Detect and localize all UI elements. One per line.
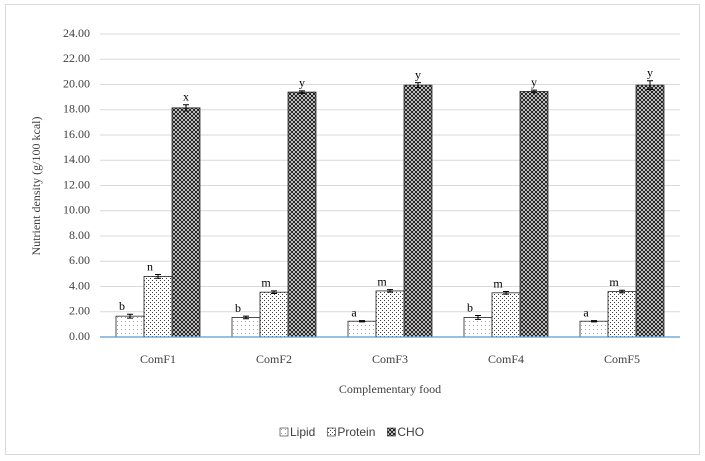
bar bbox=[375, 290, 405, 338]
significance-letter: a bbox=[583, 305, 589, 319]
bar bbox=[463, 317, 493, 338]
bar bbox=[403, 84, 433, 338]
significance-letter: b bbox=[467, 300, 473, 314]
y-tick-label: 24.00 bbox=[63, 26, 90, 40]
x-tick-label: ComF2 bbox=[256, 352, 292, 366]
legend-swatch bbox=[327, 427, 336, 437]
significance-letter: m bbox=[377, 274, 387, 288]
significance-letter: m bbox=[261, 276, 271, 290]
significance-letter: b bbox=[235, 301, 241, 315]
bar bbox=[259, 291, 289, 338]
legend-swatch bbox=[279, 427, 289, 437]
bar bbox=[171, 107, 201, 338]
error-bar bbox=[243, 315, 249, 320]
error-bar bbox=[475, 315, 481, 320]
y-tick-label: 4.00 bbox=[69, 278, 90, 292]
error-bar bbox=[359, 320, 365, 323]
x-tick-label: ComF5 bbox=[604, 352, 640, 366]
significance-letter: b bbox=[119, 299, 125, 313]
bar bbox=[287, 91, 317, 338]
y-tick-label: 16.00 bbox=[63, 127, 90, 141]
bar bbox=[519, 91, 549, 338]
error-bar bbox=[531, 89, 537, 94]
bar bbox=[579, 320, 609, 338]
bar bbox=[231, 317, 261, 338]
significance-letter: a bbox=[351, 305, 357, 319]
bar bbox=[143, 275, 173, 338]
legend-swatch bbox=[387, 427, 396, 437]
legend-label: Lipid bbox=[290, 425, 315, 439]
legend-label: Protein bbox=[337, 425, 375, 439]
y-tick-label: 8.00 bbox=[69, 228, 90, 242]
y-tick-label: 2.00 bbox=[69, 304, 90, 318]
bar bbox=[607, 291, 637, 338]
error-bar bbox=[591, 320, 597, 323]
y-tick-label: 12.00 bbox=[63, 177, 90, 191]
significance-letter: n bbox=[147, 259, 153, 273]
error-bar bbox=[127, 313, 133, 319]
chart-frame bbox=[5, 4, 700, 455]
x-tick-label: ComF1 bbox=[140, 352, 176, 366]
error-bar bbox=[619, 289, 625, 294]
significance-letter: y bbox=[647, 65, 653, 79]
error-bar bbox=[387, 289, 393, 293]
significance-letter: y bbox=[531, 75, 537, 89]
y-tick-label: 18.00 bbox=[63, 102, 90, 116]
y-tick-label: 6.00 bbox=[69, 253, 90, 267]
significance-letter: m bbox=[493, 276, 503, 290]
significance-letter: y bbox=[415, 67, 421, 81]
bar bbox=[635, 84, 665, 338]
x-axis-label: Complementary food bbox=[339, 382, 441, 396]
error-bar bbox=[415, 82, 421, 89]
error-bar bbox=[155, 274, 161, 279]
x-tick-label: ComF4 bbox=[488, 352, 524, 366]
bar bbox=[115, 315, 145, 338]
y-tick-label: 22.00 bbox=[63, 51, 90, 65]
y-tick-label: 20.00 bbox=[63, 76, 90, 90]
y-tick-label: 0.00 bbox=[69, 329, 90, 343]
y-tick-label: 10.00 bbox=[63, 203, 90, 217]
bar bbox=[347, 320, 377, 338]
significance-letter: x bbox=[183, 89, 189, 103]
x-tick-label: ComF3 bbox=[372, 352, 408, 366]
significance-letter: m bbox=[609, 275, 619, 289]
error-bar bbox=[503, 291, 509, 295]
error-bar bbox=[183, 104, 189, 112]
y-tick-label: 14.00 bbox=[63, 152, 90, 166]
significance-letter: y bbox=[299, 76, 305, 90]
bar bbox=[491, 292, 521, 338]
error-bar bbox=[647, 80, 653, 91]
legend-label: CHO bbox=[397, 425, 424, 439]
error-bar bbox=[271, 290, 277, 294]
error-bar bbox=[299, 90, 305, 94]
y-axis-label: Nutrient density (g/100 kcal) bbox=[29, 117, 43, 256]
